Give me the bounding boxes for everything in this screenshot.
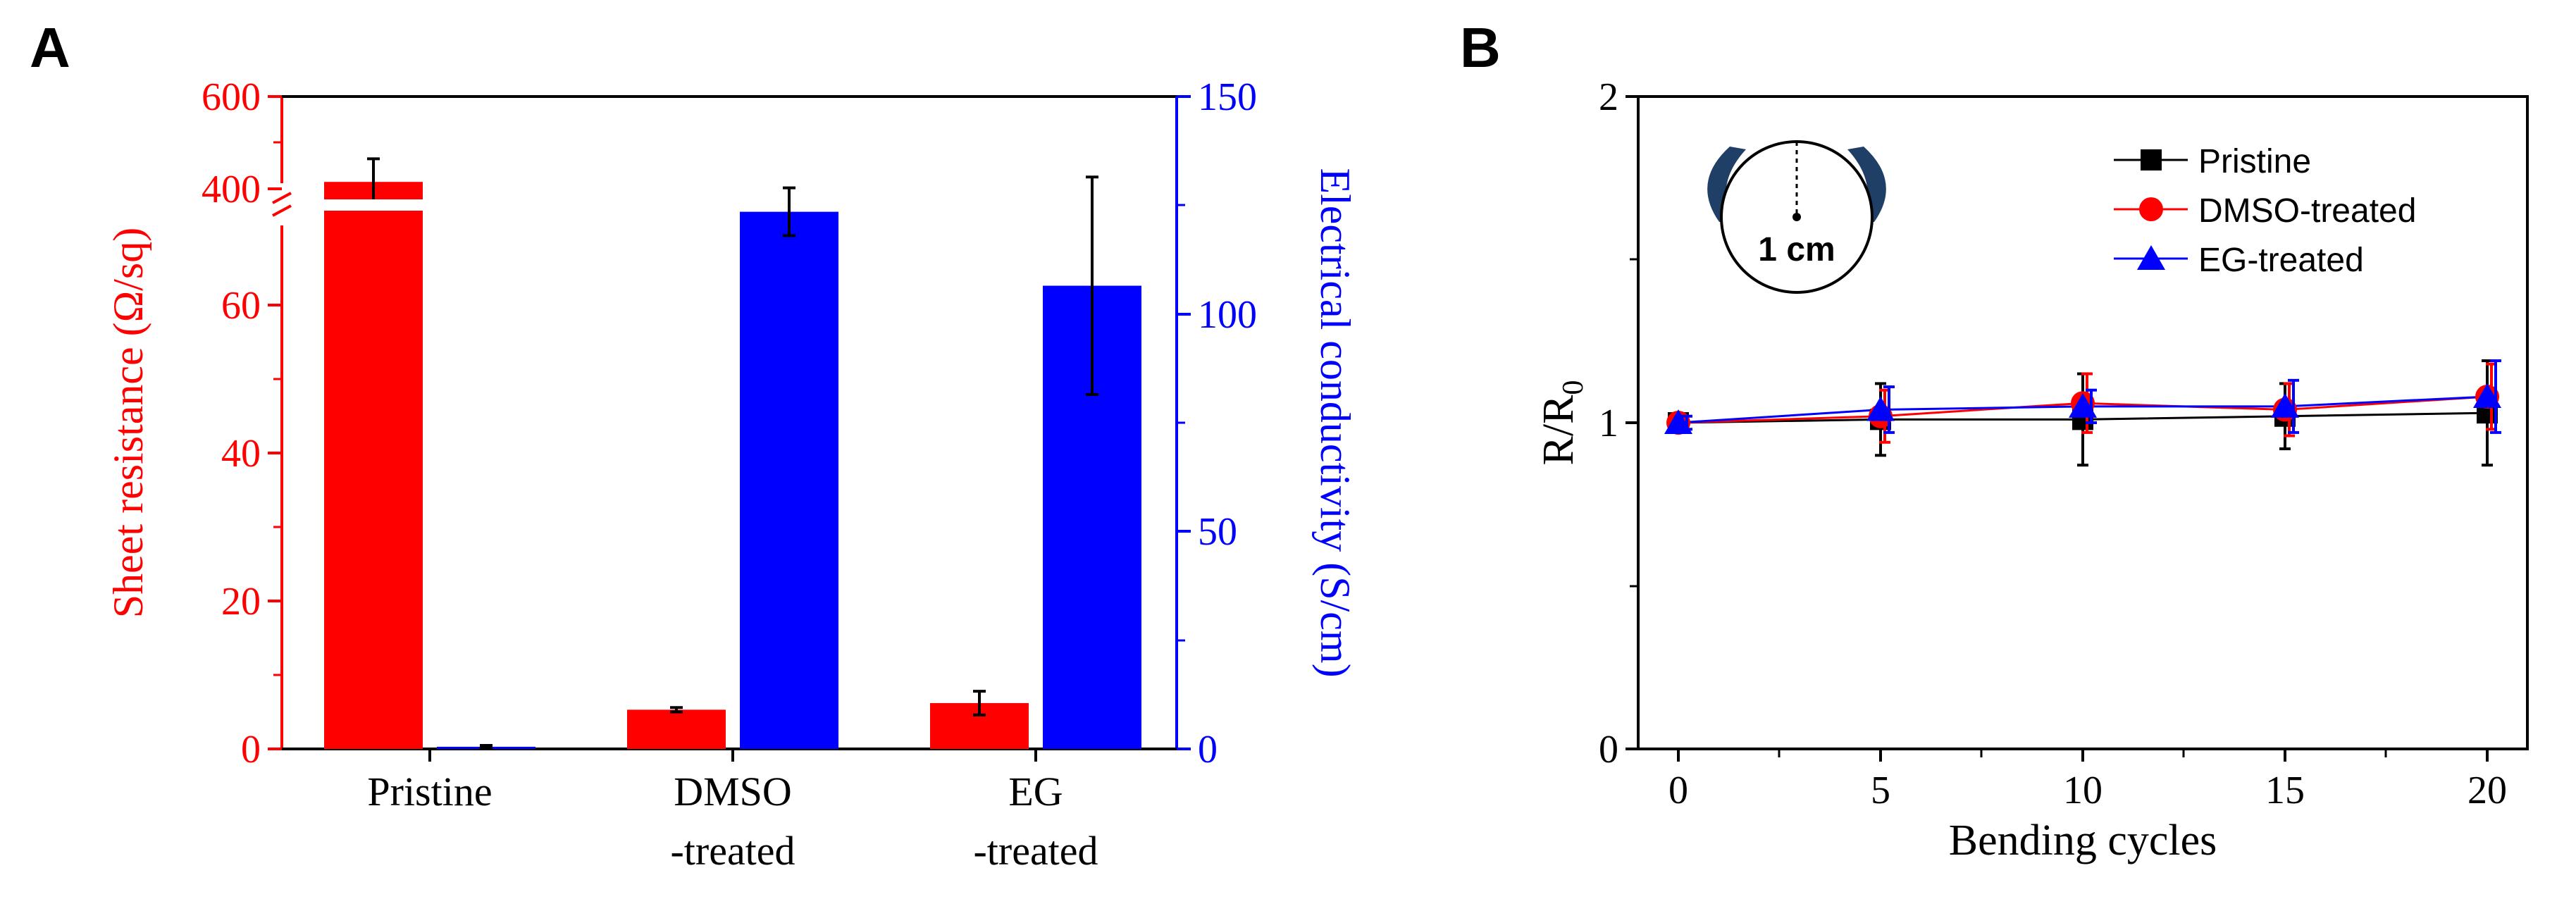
triangle-data-point <box>2271 392 2299 418</box>
panel-b-tick-marks <box>1626 95 2489 762</box>
left-tick-label: 0 <box>241 728 261 771</box>
right-tick-label: 0 <box>1198 728 1218 771</box>
resistance-bar <box>324 182 423 749</box>
y-tick-labels: 0 1 2 <box>1599 75 1618 771</box>
right-tick-marks <box>1177 95 1191 750</box>
right-tick-label: 100 <box>1198 293 1257 337</box>
x-tick-labels: 0 5 10 15 20 <box>1668 769 2507 812</box>
legend-item-dmso: DMSO-treated <box>2114 192 2416 230</box>
bar-series-group <box>323 157 1141 750</box>
axis-break-mark <box>272 192 292 204</box>
category-label: DMSO <box>674 769 792 814</box>
panel-b: B 0 5 10 15 20 0 1 <box>1460 16 2529 864</box>
left-tick-labels: 0 20 40 60 400 600 <box>202 75 261 771</box>
legend-label: DMSO-treated <box>2198 192 2416 230</box>
y-tick-label: 0 <box>1599 728 1618 771</box>
axis-break-mark <box>272 204 292 217</box>
legend-label: Pristine <box>2198 143 2311 180</box>
inset-radius-label: 1 cm <box>1758 231 1835 268</box>
legend: Pristine DMSO-treated EG-treated <box>2114 143 2416 279</box>
legend-label: EG-treated <box>2198 242 2364 279</box>
panel-a: A 0 20 40 60 4 <box>30 16 1358 874</box>
resistance-bar <box>627 709 726 749</box>
y-tick-label: 2 <box>1599 75 1618 119</box>
panel-a-label: A <box>30 16 70 79</box>
bottom-tick-marks <box>428 749 1037 762</box>
right-tick-labels: 0 50 100 150 <box>1198 75 1257 771</box>
triangle-data-point <box>2473 383 2501 408</box>
left-tick-label: 400 <box>202 168 261 211</box>
y-axis-title-main: R/R <box>1535 395 1583 466</box>
triangle-data-point <box>2069 392 2097 418</box>
x-tick-label: 20 <box>2467 769 2507 812</box>
category-label: Pristine <box>367 769 492 814</box>
bent-film-left <box>1707 147 1746 222</box>
x-tick-label: 0 <box>1668 769 1688 812</box>
bending-inset: 1 cm <box>1707 140 1886 294</box>
category-labels: Pristine DMSO -treated EG -treated <box>367 769 1098 874</box>
x-tick-label: 15 <box>2265 769 2305 812</box>
x-tick-label: 10 <box>2063 769 2103 812</box>
right-tick-label: 150 <box>1198 75 1257 119</box>
left-axis-title: Sheet resistance (Ω/sq) <box>105 228 151 618</box>
triangle-data-point <box>1866 396 1895 421</box>
category-label: EG <box>1008 769 1063 814</box>
left-tick-label: 40 <box>221 432 261 476</box>
triangle-marker-icon <box>2137 245 2165 270</box>
bar-break-gap <box>323 199 424 211</box>
y-axis-title-sub: 0 <box>1557 380 1590 395</box>
panel-b-label: B <box>1460 16 1501 79</box>
right-tick-label: 50 <box>1198 510 1237 554</box>
left-tick-label: 600 <box>202 75 261 119</box>
y-axis-title: R/R0 <box>1535 380 1590 466</box>
x-axis-title: Bending cycles <box>1949 817 2217 864</box>
category-label: -treated <box>973 828 1098 874</box>
right-axis-title: Electrical conductivity (S/cm) <box>1312 168 1358 677</box>
legend-item-eg: EG-treated <box>2114 242 2364 279</box>
category-label: -treated <box>670 828 795 874</box>
triangle-data-point <box>1664 409 1692 434</box>
center-dot <box>1792 213 1801 221</box>
y-tick-label: 1 <box>1599 402 1618 445</box>
left-tick-label: 20 <box>221 580 261 624</box>
left-tick-marks <box>268 95 282 750</box>
x-tick-label: 5 <box>1871 769 1890 812</box>
circle-marker-icon <box>2139 197 2163 221</box>
conductivity-bar <box>740 211 838 749</box>
bent-film-right <box>1847 147 1886 222</box>
left-tick-label: 60 <box>221 284 261 328</box>
square-marker-icon <box>2141 149 2162 170</box>
line-series-group <box>1664 359 2501 467</box>
legend-item-pristine: Pristine <box>2114 143 2311 180</box>
